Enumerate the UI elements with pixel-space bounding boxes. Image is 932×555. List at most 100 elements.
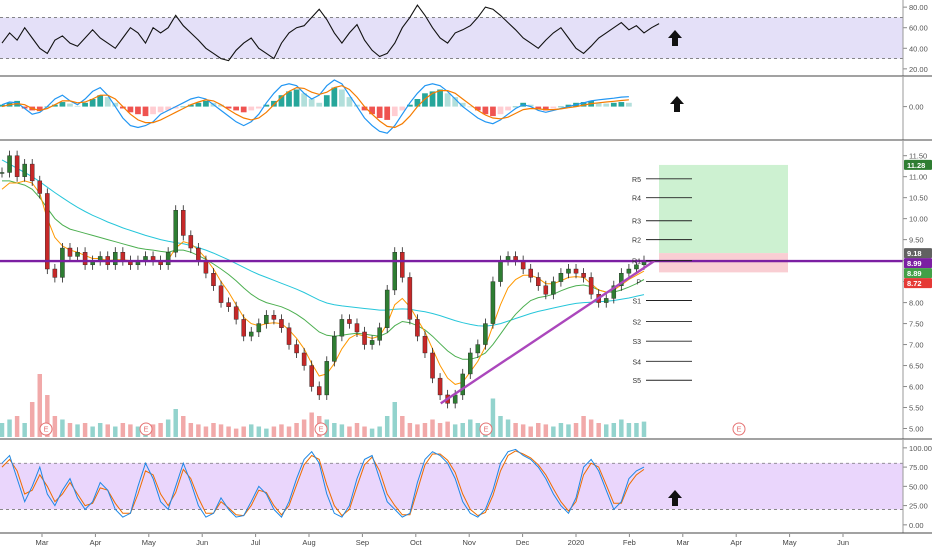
volume-bar [203,426,209,437]
candle [60,242,65,283]
candle [513,251,518,266]
volume-bar [158,423,163,437]
x-axis-tick-label: Dec [516,538,530,547]
macd-histogram-bar [542,106,549,111]
candle [483,318,488,350]
volume-bar [256,426,262,437]
volume-bar [588,419,594,437]
stochastic-panel: 100.00 75.00 50.00 25.00 0.00 [0,440,932,534]
candle [113,247,118,270]
volume-bar [505,419,511,437]
candle [415,314,420,342]
x-axis-tick-label: Jun [837,538,849,547]
volume-bar [60,419,65,437]
stoch-k-line [1,448,645,518]
volume-bar [430,419,435,437]
volume-bar [249,424,254,437]
macd-histogram-bar [218,104,224,107]
macd-histogram-bar [610,102,617,107]
macd-histogram-bar [0,104,5,107]
candle [14,150,20,182]
macd-histogram-bar [74,105,81,107]
macd-histogram-bar [603,103,610,107]
earnings-marker: E [314,422,328,436]
volume-bar [377,426,382,437]
macd-histogram-bar [482,106,489,115]
earnings-marker-label: E [318,425,323,434]
candle [279,314,284,333]
macd-histogram-bar [67,103,73,107]
price-tick-label: 6.00 [909,383,924,392]
volume-bar [415,424,420,437]
macd-histogram-bar [112,102,119,107]
macd-histogram-bar [195,102,202,107]
x-axis-tick-label: May [142,538,156,547]
candle [181,205,186,241]
volume-bar [181,416,186,437]
volume-bar [211,423,216,437]
candle [581,268,586,283]
price-tick-label: 11.00 [909,173,927,182]
candle [143,251,148,266]
macd-tick-label: 0.00 [909,103,924,112]
volume-bar [339,424,345,437]
volume-bar [498,416,503,437]
macd-histogram-bar [89,99,96,107]
candle [150,251,156,266]
candle [45,188,50,275]
macd-panel: 0.00 [0,77,932,141]
x-axis: Mar Apr May Jun Jul Aug Sep Oct Nov Dec 2020 Feb Mar… [36,534,849,547]
stop-loss-zone [659,253,788,273]
volume-bar [294,423,299,437]
price-tick-label: 8.00 [909,299,924,308]
volume-bar [581,416,586,437]
price-tag-label: 9.18 [907,249,922,258]
volume-bar [332,423,337,437]
macd-histogram-bar [444,93,451,107]
volume-bar [286,426,292,437]
macd-histogram-bar [278,95,285,107]
volume-bar [173,409,178,437]
earnings-marker: E [139,422,153,436]
candle [392,247,398,296]
x-axis-tick-label: Mar [36,538,49,547]
x-axis-tick-label: Oct [410,538,423,547]
x-axis-tick-label: Jul [251,538,261,547]
macd-histogram-bar [437,89,443,107]
candle [120,247,126,266]
candle [558,268,564,287]
pivot-label: S3 [632,339,641,346]
volume-bar [37,374,43,437]
macd-histogram-bar [135,106,141,115]
ma-mid-line [2,180,645,360]
price-tag: 9.18 [904,248,932,259]
volume-bar [196,424,201,437]
macd-histogram-bar [248,106,255,111]
macd-histogram-bar [595,102,602,107]
candle [248,326,254,342]
volume-bar [188,423,194,437]
rsi-up-arrow-icon [668,30,682,46]
macd-histogram-bar [165,106,172,111]
rsi-tick-label: 80.00 [909,3,928,12]
candle [551,276,556,300]
macd-histogram-bar [505,106,511,111]
candle [490,276,496,329]
macd-histogram-bar [286,91,292,107]
macd-histogram-bar [452,97,459,107]
macd-histogram-bar [119,106,126,109]
volume-bar [369,428,375,437]
candle [294,339,299,358]
volume-bar [437,423,443,437]
volume-bar [128,424,133,437]
volume-bar [90,426,95,437]
volume-bar [626,423,632,437]
rsi-tick-label: 60.00 [909,24,928,33]
macd-histogram-bar [391,106,398,117]
candle [543,280,549,300]
macd-histogram-bar [157,106,164,113]
candle [324,356,330,400]
earnings-marker-label: E [483,425,488,434]
volume-bar [0,423,5,437]
